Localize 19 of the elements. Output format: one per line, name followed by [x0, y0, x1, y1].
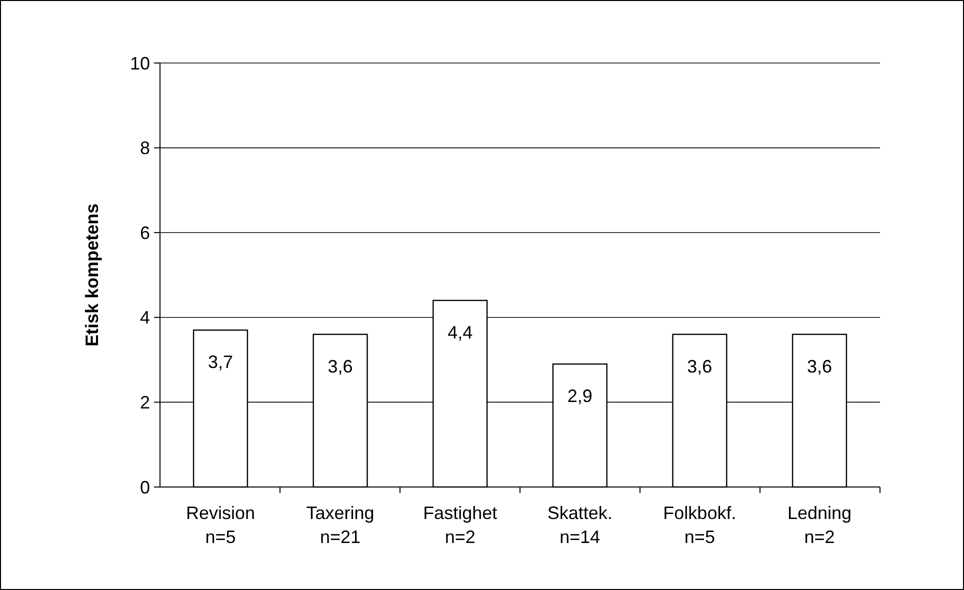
x-tick-label: Folkbokf. n=5	[663, 503, 736, 547]
x-tick-label: Skattek. n=14	[547, 503, 612, 547]
y-tick-label: 0	[140, 477, 150, 498]
y-tick-label: 2	[140, 392, 150, 412]
x-tick-label: Taxering n=21	[306, 503, 374, 547]
data-label: 3,6	[806, 356, 832, 376]
y-tick-label: 4	[140, 308, 150, 328]
y-tick-label: 10	[130, 53, 150, 74]
x-tick-label: Fastighet n=2	[423, 503, 498, 547]
x-tick-label: Revision n=5	[186, 503, 256, 547]
y-tick-label: 8	[140, 138, 150, 158]
data-label: 3,7	[208, 352, 234, 372]
x-tick-label: Ledning n=2	[787, 503, 852, 547]
y-tick-label: 6	[140, 222, 150, 243]
data-label: 2,9	[567, 386, 592, 406]
data-label: 3,6	[687, 356, 712, 376]
data-label: 4,4	[448, 322, 473, 342]
y-axis-title: Etisk kompetens	[82, 203, 102, 347]
data-label: 3,6	[328, 356, 353, 376]
